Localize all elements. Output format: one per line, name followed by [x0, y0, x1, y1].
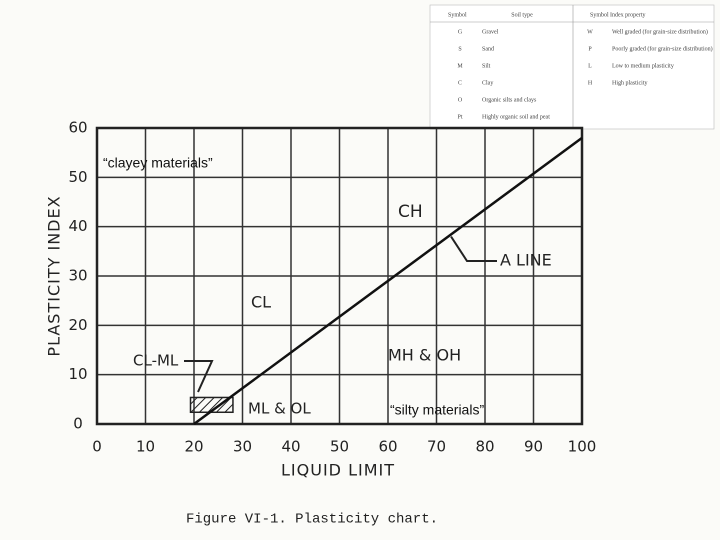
plot-frame [95, 126, 584, 426]
table-cell: O [458, 97, 463, 103]
table-cell: Silt [482, 63, 491, 69]
y-tick-label: 40 [68, 217, 87, 235]
x-tick-label: 100 [568, 438, 597, 456]
leader [450, 235, 497, 262]
annotation: CL-ML [133, 352, 179, 370]
table-cell: High plasticity [612, 80, 648, 86]
annotation: “clayey materials” [103, 155, 213, 171]
annotation: ML & OL [248, 400, 311, 418]
y-tick-label: 60 [68, 119, 87, 137]
table-header: Symbol [590, 12, 609, 18]
table-cell: Highly organic soil and peat [482, 114, 550, 120]
series-label: A LINE [500, 251, 552, 270]
a-line [193, 136, 583, 426]
y-axis-title: PLASTICITY INDEX [45, 195, 64, 356]
y-tick-label: 50 [68, 168, 87, 186]
x-axis-title: LIQUID LIMIT [281, 461, 395, 480]
annotation: MH & OH [388, 346, 461, 365]
table-cell: S [458, 46, 461, 52]
y-tick-label: 20 [68, 316, 87, 334]
x-tick-label: 60 [378, 438, 397, 456]
annotation: CL [251, 293, 271, 312]
caption: Figure VI-1. Plasticity chart. [186, 512, 438, 528]
table-header: Soil type [511, 12, 533, 18]
table-cell: Clay [482, 80, 493, 86]
table-cell: C [458, 80, 462, 86]
y-tick-label: 0 [73, 415, 83, 433]
annotation: CH [398, 202, 423, 222]
x-tick-label: 10 [136, 438, 155, 456]
x-tick-label: 50 [330, 438, 349, 456]
table-cell: Low to medium plasticity [612, 63, 674, 69]
x-tick-label: 0 [92, 438, 102, 456]
x-tick-label: 40 [281, 438, 300, 456]
table-cell: Poorly graded (for grain-size distributi… [612, 45, 713, 52]
y-tick-label: 30 [68, 267, 87, 285]
x-tick-label: 30 [233, 438, 252, 456]
table-cell: Gravel [482, 29, 499, 35]
x-tick-label: 80 [475, 438, 494, 456]
table-cell: W [587, 29, 593, 35]
table-cell: Well graded (for grain-size distribution… [612, 28, 708, 35]
table-cell: L [588, 63, 592, 69]
table-cell: Pt [457, 114, 462, 120]
x-tick-label: 20 [184, 438, 203, 456]
table-cell: Organic silts and clays [482, 97, 537, 103]
table-cell: Sand [482, 46, 494, 52]
table-cell: P [588, 46, 592, 52]
annotation: “silty materials” [390, 402, 484, 418]
x-tick-label: 70 [427, 438, 446, 456]
table-cell: H [588, 80, 593, 86]
table-frame [429, 4, 715, 130]
table-cell: G [458, 29, 463, 35]
leader [184, 360, 214, 393]
table-header: Symbol [448, 12, 467, 18]
table-header: Index property [610, 12, 646, 18]
y-tick-label: 10 [68, 365, 87, 383]
x-tick-label: 90 [524, 438, 543, 456]
table-cell: M [457, 63, 463, 69]
